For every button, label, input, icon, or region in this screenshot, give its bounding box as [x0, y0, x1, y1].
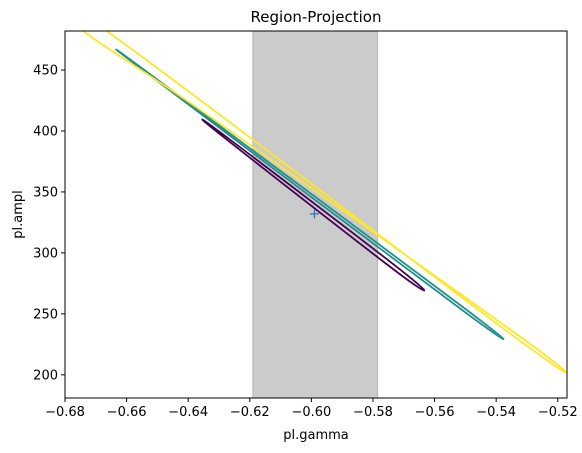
- x-tick-label: −0.68: [45, 405, 85, 420]
- x-tick-label: −0.52: [538, 405, 578, 420]
- y-axis-label: pl.ampl: [11, 190, 26, 239]
- best-fit-marker: [309, 209, 319, 219]
- plot-frame: [64, 30, 568, 399]
- y-tick-label: 200: [33, 368, 58, 383]
- y-tick-label: 250: [33, 307, 58, 322]
- x-tick-label: −0.56: [415, 405, 455, 420]
- y-tick-label: 300: [33, 246, 58, 261]
- x-tick-label: −0.66: [107, 405, 147, 420]
- chart-title: Region-Projection: [251, 8, 382, 26]
- x-tick-label: −0.60: [291, 405, 331, 420]
- x-axis: −0.68 −0.66 −0.64 −0.62 −0.60 −0.58 −0.56 −0.54…: [45, 398, 578, 420]
- contour-level-2: [115, 48, 505, 341]
- y-tick-label: 400: [33, 124, 58, 139]
- contour-level-1: [201, 118, 426, 292]
- x-axis-label: pl.gamma: [283, 428, 349, 443]
- contour-level-3: [82, 31, 567, 374]
- x-tick-label: −0.64: [168, 405, 208, 420]
- x-tick-label: −0.62: [230, 405, 270, 420]
- y-tick-label: 450: [33, 64, 58, 79]
- y-tick-label: 350: [33, 185, 58, 200]
- plot-area: [64, 30, 568, 399]
- x-tick-label: −0.58: [353, 405, 393, 420]
- y-axis: 200 250 300 350 400 450: [33, 64, 65, 383]
- x-tick-label: −0.54: [476, 405, 516, 420]
